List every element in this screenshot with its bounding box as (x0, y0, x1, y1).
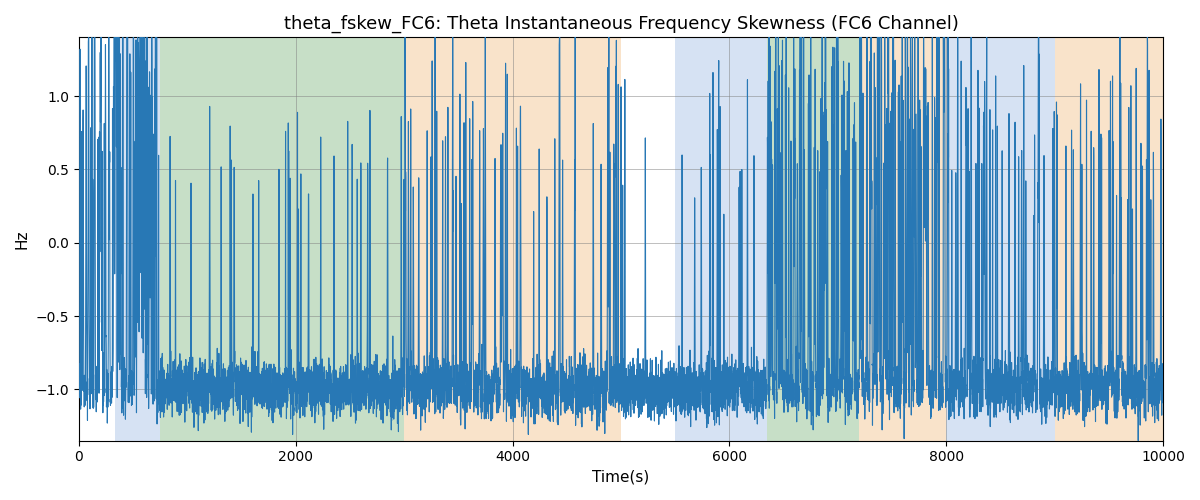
Title: theta_fskew_FC6: Theta Instantaneous Frequency Skewness (FC6 Channel): theta_fskew_FC6: Theta Instantaneous Fre… (283, 15, 959, 34)
Y-axis label: Hz: Hz (14, 230, 30, 249)
Bar (767, 38, 859, 440)
Bar (740, 38, 767, 440)
Bar (404, 38, 620, 440)
Bar (161, 38, 404, 440)
Bar (947, 38, 1055, 440)
X-axis label: Time(s): Time(s) (593, 470, 649, 485)
Bar (1055, 38, 1163, 440)
Bar (676, 38, 740, 440)
Bar (859, 38, 947, 440)
Bar (115, 38, 161, 440)
